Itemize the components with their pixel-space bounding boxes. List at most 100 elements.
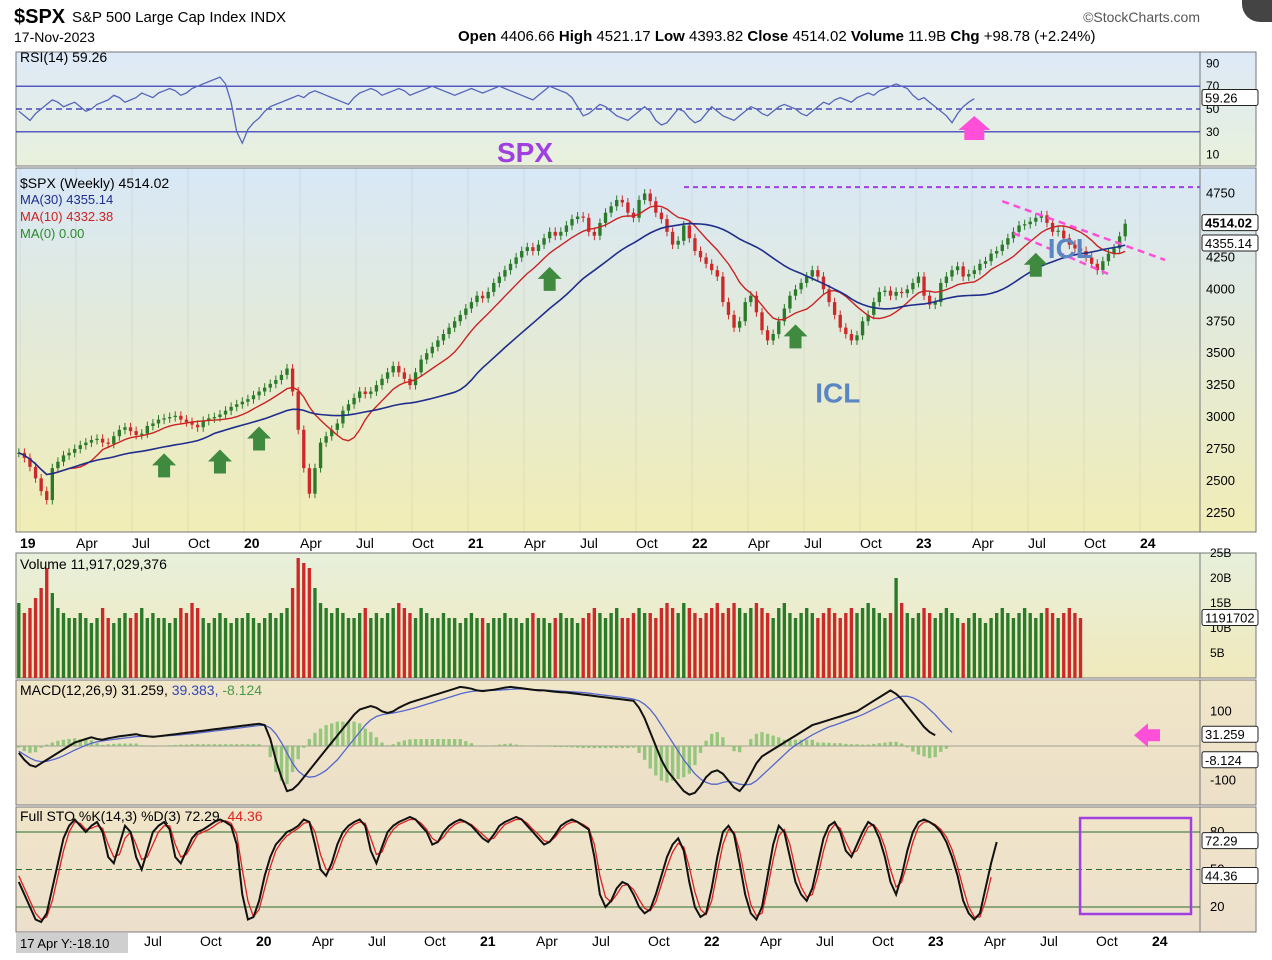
x-axis-bottom-label-5: Oct	[424, 933, 446, 949]
volume-bar	[765, 613, 770, 678]
macd-histogram-bar	[447, 739, 451, 746]
volume-bar	[296, 558, 300, 678]
ma30-last-value: 4355.14	[1205, 236, 1252, 251]
macd-histogram-bar	[777, 737, 781, 746]
candle-body	[140, 433, 144, 435]
candle-body	[352, 397, 356, 405]
volume-bar	[698, 618, 703, 678]
volume-bar	[626, 618, 630, 678]
candle-body	[955, 266, 960, 271]
macd-histogram-bar	[687, 745, 692, 774]
sto-k-value-label: 72.29	[1205, 834, 1238, 849]
volume-bar	[587, 613, 591, 678]
macd-histogram-bar	[866, 744, 870, 746]
macd-histogram-bar	[575, 745, 580, 748]
green-up-arrow-icon	[152, 453, 177, 478]
volume-bar	[67, 618, 71, 678]
rsi-tick-10: 10	[1206, 148, 1220, 162]
volume-bar	[195, 608, 200, 678]
candle-body	[520, 251, 524, 258]
x-axis-top-label-9: Apr	[524, 535, 546, 551]
volume-bar	[821, 613, 826, 678]
macd-histogram-bar	[793, 739, 798, 746]
volume-bar	[229, 623, 233, 678]
macd-histogram-bar	[654, 745, 658, 776]
macd-histogram-bar	[900, 743, 904, 746]
volume-bar	[106, 618, 110, 678]
volume-bar	[944, 608, 949, 678]
volume-bar	[676, 613, 680, 678]
macd-histogram-bar	[788, 739, 792, 746]
macd-histogram-bar	[698, 745, 703, 753]
x-axis-top-label-15: Oct	[860, 535, 882, 551]
volume-bar	[1078, 618, 1083, 678]
volume-bar	[743, 613, 747, 678]
volume-bar	[207, 623, 211, 678]
candle-body	[268, 383, 272, 388]
macd-histogram-bar	[285, 745, 289, 785]
candle-body	[631, 212, 636, 218]
volume-bar	[1006, 613, 1010, 678]
volume-bar	[464, 618, 468, 678]
macd-histogram-bar	[911, 745, 915, 752]
macd-legend-part-2: -8.124	[218, 682, 262, 698]
candle-body	[218, 414, 222, 418]
brand-label: ©StockCharts.com	[1083, 9, 1200, 25]
volume-bar	[179, 608, 183, 678]
candle-body	[698, 251, 703, 258]
volume-bar	[39, 588, 43, 678]
candle-body	[469, 302, 474, 309]
macd-histogram-bar	[22, 745, 27, 752]
candle-body	[341, 410, 345, 424]
candle-body	[799, 282, 803, 290]
macd-histogram-bar	[207, 744, 211, 746]
volume-bar	[670, 608, 675, 678]
volume-bar	[452, 618, 457, 678]
volume-bar	[950, 613, 954, 678]
bottom-label: 17 Apr Y:-18.10	[20, 936, 109, 951]
candle-body	[397, 365, 401, 373]
macd-histogram-bar	[587, 745, 591, 749]
volume-bar	[1022, 608, 1027, 678]
macd-histogram-bar	[341, 721, 345, 746]
volume-bar	[547, 623, 552, 678]
macd-legend-part-1: 39.383,	[168, 682, 219, 698]
volume-bar	[112, 623, 116, 678]
volume-bar	[430, 618, 434, 678]
candle-body	[190, 422, 194, 425]
volume-tick-0: 5B	[1210, 646, 1225, 660]
candle-body	[927, 295, 932, 305]
volume-value: 11.9B	[908, 28, 947, 45]
volume-bar	[419, 608, 423, 678]
candle-body	[413, 372, 418, 386]
candle-body	[201, 420, 205, 428]
volume-bar	[447, 618, 451, 678]
sto-legend: Full STO %K(14,3) %D(3) 72.29, 44.36	[20, 808, 263, 824]
x-axis-bottom-label-12: Jul	[816, 933, 834, 949]
candle-body	[45, 491, 49, 501]
volume-bar	[413, 618, 418, 678]
sto-tick-20: 20	[1210, 899, 1224, 914]
volume-bar	[302, 563, 306, 678]
exchange-label: INDX	[250, 9, 287, 26]
candle-body	[570, 219, 574, 226]
macd-histogram-bar	[184, 744, 189, 746]
x-axis-top-label-16: 23	[916, 535, 932, 551]
macd-histogram-bar	[45, 744, 49, 746]
macd-histogram-bar	[279, 745, 284, 781]
macd-histogram-bar	[128, 743, 133, 746]
x-axis-bottom-label-6: 21	[480, 933, 496, 949]
candle-body	[670, 231, 675, 245]
candle-body	[810, 270, 814, 277]
volume-bar	[50, 593, 54, 678]
macd-histogram-bar	[497, 744, 502, 746]
volume-bar	[799, 613, 803, 678]
macd-histogram-bar	[302, 745, 306, 748]
macd-histogram-bar	[296, 745, 300, 760]
volume-bar	[810, 613, 814, 678]
volume-bar	[967, 618, 971, 678]
candle-body	[39, 478, 43, 492]
volume-bar	[911, 618, 915, 678]
candle-body	[447, 327, 451, 335]
macd-histogram-bar	[117, 743, 122, 746]
